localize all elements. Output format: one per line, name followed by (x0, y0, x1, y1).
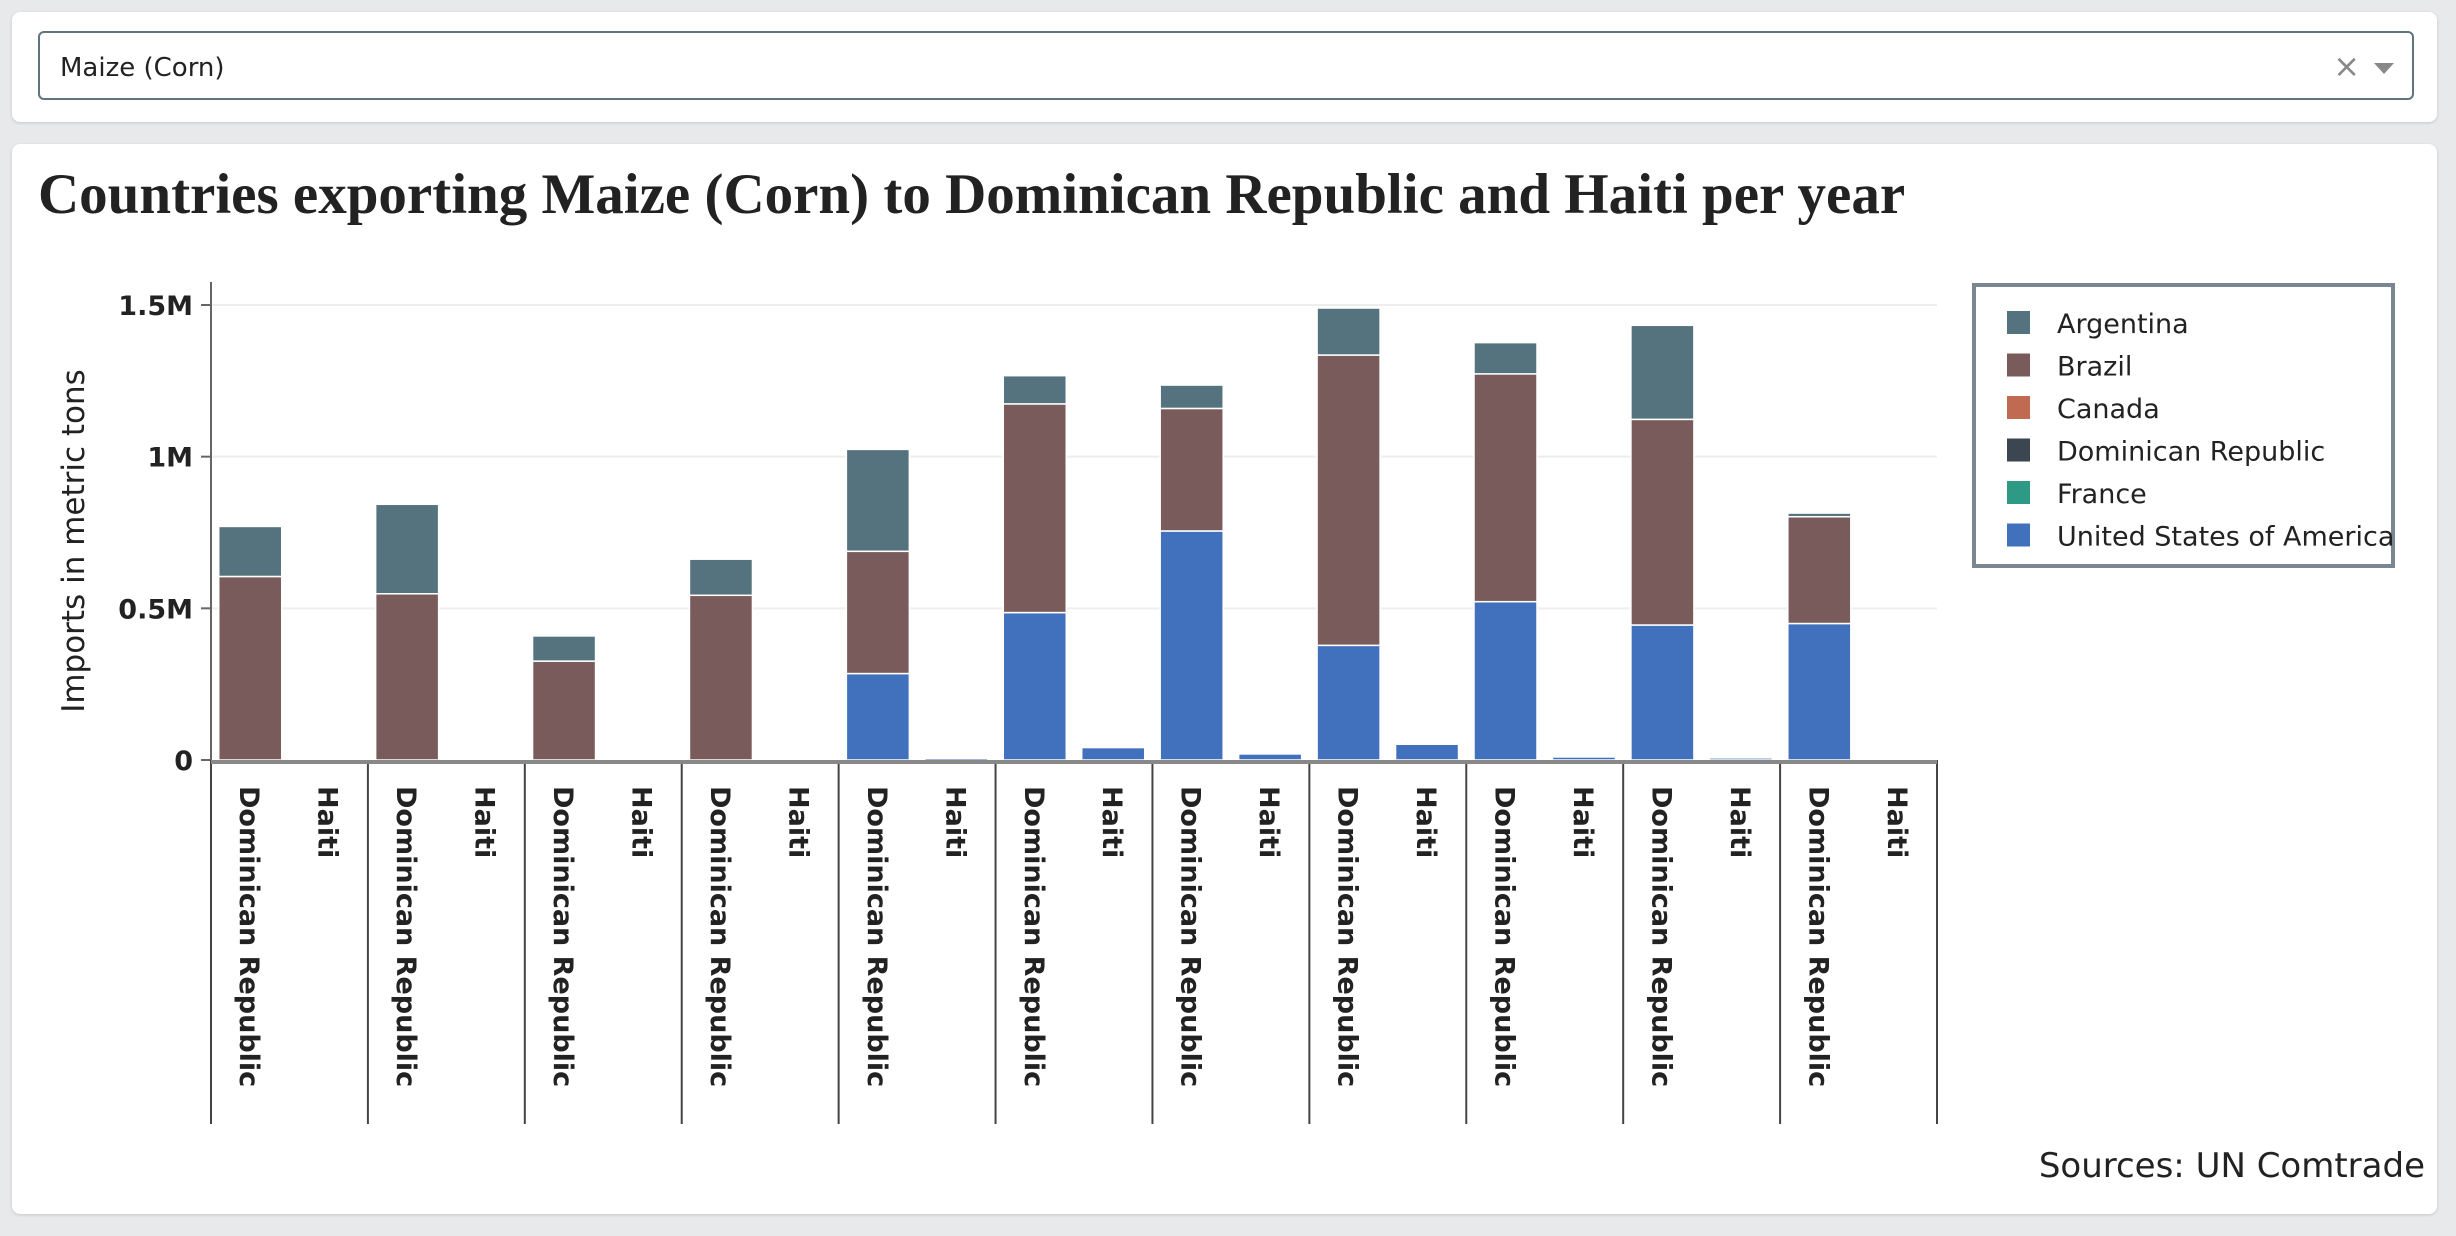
filter-card: Maize (Corn) × (12, 12, 2437, 122)
commodity-select[interactable]: Maize (Corn) × (38, 31, 2414, 100)
legend-box (1972, 283, 2395, 568)
x-category-label: Dominican Republic (547, 786, 578, 1087)
bar-segment (1394, 743, 1460, 761)
bar-segment (1473, 341, 1538, 375)
bar-segment (1708, 757, 1774, 761)
bar-segment (1316, 644, 1381, 761)
x-category-label: Dominican Republic (1175, 786, 1206, 1087)
bar-segment (1002, 403, 1068, 614)
bar-segment (845, 672, 911, 761)
x-category-label: Dominican Republic (704, 786, 735, 1087)
legend-label: Argentina (2057, 309, 2189, 340)
x-category-label: Haiti (782, 786, 813, 858)
bar-segment (1316, 354, 1381, 647)
legend-swatch (2007, 438, 2030, 462)
bar-segment (1473, 373, 1538, 603)
legend-swatch (2007, 481, 2030, 504)
x-category-label: Haiti (312, 786, 343, 858)
bar-segment (1787, 622, 1852, 761)
y-tick-label: 0 (174, 746, 193, 777)
y-tick-label: 1.5M (118, 291, 193, 322)
bar-segment (1787, 512, 1852, 518)
bar-segment (1159, 407, 1224, 532)
bar-segment (1002, 611, 1068, 761)
bar-segment (688, 558, 754, 597)
bar-segment (1630, 624, 1695, 761)
legend-label: Canada (2057, 394, 2160, 425)
x-category-label: Haiti (626, 786, 657, 858)
legend-swatch (2007, 311, 2030, 334)
legend-label: France (2057, 479, 2147, 510)
bar-segment (374, 503, 440, 595)
x-category-label: Dominican Republic (1489, 786, 1520, 1087)
x-category-label: Dominican Republic (1645, 786, 1676, 1087)
chart-title: Countries exporting Maize (Corn) to Domi… (38, 163, 1906, 226)
bar-segment (1159, 530, 1224, 761)
legend-label: Brazil (2057, 352, 2132, 383)
bar-segment (531, 635, 597, 662)
x-category-label: Haiti (1096, 786, 1127, 858)
x-category-label: Dominican Republic (1018, 786, 1049, 1087)
chevron-down-icon[interactable] (2374, 63, 2394, 74)
bar-segment (845, 448, 911, 553)
x-category-label: Dominican Republic (861, 786, 892, 1087)
x-category-label: Dominican Republic (1802, 786, 1833, 1087)
x-category-label: Dominican Republic (390, 786, 421, 1087)
x-category-label: Dominican Republic (1332, 786, 1363, 1087)
bar-segment (1473, 600, 1538, 761)
bar-segment (1237, 753, 1303, 761)
sources-note: Sources: UN Comtrade (2038, 1146, 2425, 1186)
x-category-label: Haiti (1253, 786, 1284, 858)
legend-label: Dominican Republic (2057, 437, 2325, 468)
clear-icon[interactable]: × (2333, 47, 2360, 85)
x-category-label: Dominican Republic (233, 786, 264, 1087)
bar-segment (374, 593, 440, 761)
x-category-label: Haiti (1410, 786, 1441, 858)
legend-swatch (2007, 523, 2030, 547)
bar-segment (1159, 384, 1224, 410)
x-category-label: Haiti (1567, 786, 1598, 858)
bar-segment (1787, 515, 1852, 625)
y-tick-label: 1M (147, 443, 193, 474)
bar-segment (1630, 418, 1695, 626)
y-tick-label: 0.5M (118, 594, 193, 625)
bar-segment (688, 594, 754, 761)
y-axis-label: Imports in metric tons (56, 369, 92, 713)
bar-segment (1002, 374, 1068, 405)
x-category-label: Haiti (469, 786, 500, 858)
stacked-bar-chart: 0 0.5M 1M 1.5M Imports in metric tons Dominic… (56, 282, 2395, 1124)
bar-segment (217, 575, 283, 761)
x-category-label: Haiti (1881, 786, 1912, 858)
bar-segment (845, 550, 911, 675)
bar-segment (1316, 307, 1381, 356)
chart-card: Countries exporting Maize (Corn) to Domi… (12, 144, 2437, 1214)
legend-swatch (2007, 396, 2030, 419)
legend-swatch (2007, 353, 2030, 377)
bar-segment (1630, 324, 1695, 421)
x-category-label: Haiti (939, 786, 970, 858)
bar-segment (217, 525, 283, 578)
bar-segment (1551, 756, 1617, 761)
bar-segment (531, 660, 597, 761)
x-category-label: Haiti (1724, 786, 1755, 858)
select-value: Maize (Corn) (60, 53, 225, 83)
bar-segment (1080, 746, 1146, 761)
legend-label: United States of America (2057, 522, 2394, 553)
